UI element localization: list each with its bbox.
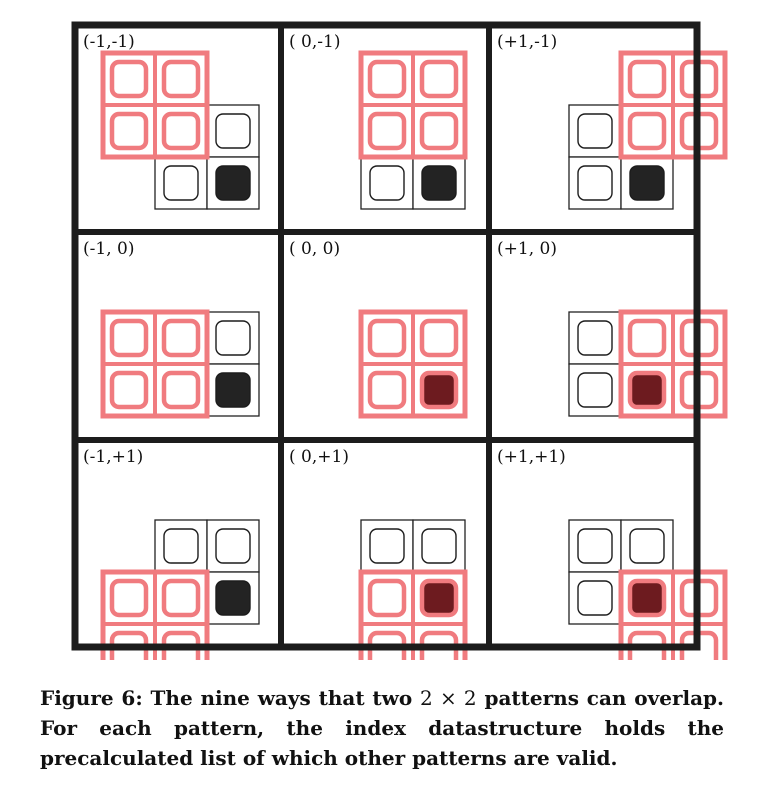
overlay-tile (419, 111, 459, 151)
panel-offset-label: ( 0,+1) (289, 447, 349, 467)
hollow-tile (369, 372, 405, 408)
filled-tile (629, 165, 665, 201)
overlay-pattern (100, 50, 210, 160)
panel: ( 0,+1) (289, 447, 468, 660)
figure-caption: Figure 6: The nine ways that two 2 × 2 p… (40, 683, 724, 773)
panel: (-1, 0) (83, 239, 260, 419)
hollow-tile (163, 372, 199, 408)
overlay-tile (627, 111, 667, 151)
hollow-tile (577, 528, 613, 564)
overlay-tile (367, 111, 407, 151)
figure-frame (71, 21, 701, 651)
overlay-tile (109, 111, 149, 151)
overlay-tile (161, 111, 201, 151)
filled-tile (215, 165, 251, 201)
hollow-tile (369, 320, 405, 356)
hollow-tile (577, 580, 613, 616)
hollow-tile (421, 113, 457, 149)
overlay-tile (161, 318, 201, 358)
overlay-tile (161, 578, 201, 618)
overlay-tile (419, 59, 459, 99)
overlay-pattern (100, 309, 210, 419)
overlay-pattern (358, 309, 468, 419)
hollow-tile (629, 528, 665, 564)
overlay-pattern (358, 569, 468, 660)
panel-offset-label: (+1, 0) (497, 239, 557, 259)
panel-offset-label: (+1,-1) (497, 32, 557, 52)
panel: (-1,-1) (83, 32, 260, 210)
caption-prefix: Figure 6: The nine ways that two (40, 686, 421, 710)
filled-tile (421, 165, 457, 201)
overlay-pattern (358, 50, 468, 160)
overlay-tile (161, 59, 201, 99)
overlay-tile (627, 318, 667, 358)
panel: (-1,+1) (83, 447, 260, 660)
caption-suffix: patterns can overlap. For each pattern, … (40, 686, 725, 770)
overlay-tile (627, 370, 667, 410)
hollow-tile (163, 580, 199, 616)
hollow-tile (577, 372, 613, 408)
overlay-tile (109, 59, 149, 99)
overlay-tile (419, 578, 459, 618)
panel-offset-label: ( 0, 0) (289, 239, 340, 259)
overlay-tile (627, 59, 667, 99)
hollow-tile (163, 528, 199, 564)
panel-offset-label: (-1, 0) (83, 239, 134, 259)
overlay-tile (367, 318, 407, 358)
panel-offset-label: ( 0,-1) (289, 32, 340, 52)
overlay-tile (109, 318, 149, 358)
overlay-tile (367, 578, 407, 618)
hollow-tile (369, 113, 405, 149)
panel: (+1, 0) (497, 239, 728, 419)
filled-tile (215, 580, 251, 616)
hollow-tile (629, 113, 665, 149)
hollow-tile (215, 528, 251, 564)
hollow-tile (577, 165, 613, 201)
hollow-tile (163, 165, 199, 201)
filled-tile (215, 372, 251, 408)
overlay-tile (419, 318, 459, 358)
hollow-tile (421, 528, 457, 564)
hollow-tile (215, 113, 251, 149)
hollow-tile (577, 320, 613, 356)
hollow-tile (215, 320, 251, 356)
overlay-tile (627, 578, 667, 618)
overlay-tile (419, 370, 459, 410)
panel-offset-label: (-1,+1) (83, 447, 143, 467)
hollow-tile (163, 113, 199, 149)
hollow-tile (163, 320, 199, 356)
hollow-tile (629, 320, 665, 356)
panel-offset-label: (-1,-1) (83, 32, 135, 52)
caption-math: 2 × 2 (420, 686, 477, 710)
hollow-tile (369, 165, 405, 201)
hollow-tile (369, 580, 405, 616)
overlay-tile (109, 370, 149, 410)
panel: (+1,+1) (497, 447, 728, 660)
hollow-tile (369, 528, 405, 564)
overlay-tile (109, 578, 149, 618)
panel: (+1,-1) (497, 32, 728, 210)
overlay-tile (161, 370, 201, 410)
overlay-tile (367, 59, 407, 99)
overlay-tile (367, 370, 407, 410)
hollow-tile (577, 113, 613, 149)
overlap-figure: (-1,-1) ( 0,-1) (+1,-1) (-1, 0) ( 0, 0) (+1, … (71, 21, 728, 660)
panel-offset-label: (+1,+1) (497, 447, 566, 467)
hollow-tile (421, 320, 457, 356)
panel: ( 0, 0) (289, 239, 468, 419)
panel: ( 0,-1) (289, 32, 468, 210)
